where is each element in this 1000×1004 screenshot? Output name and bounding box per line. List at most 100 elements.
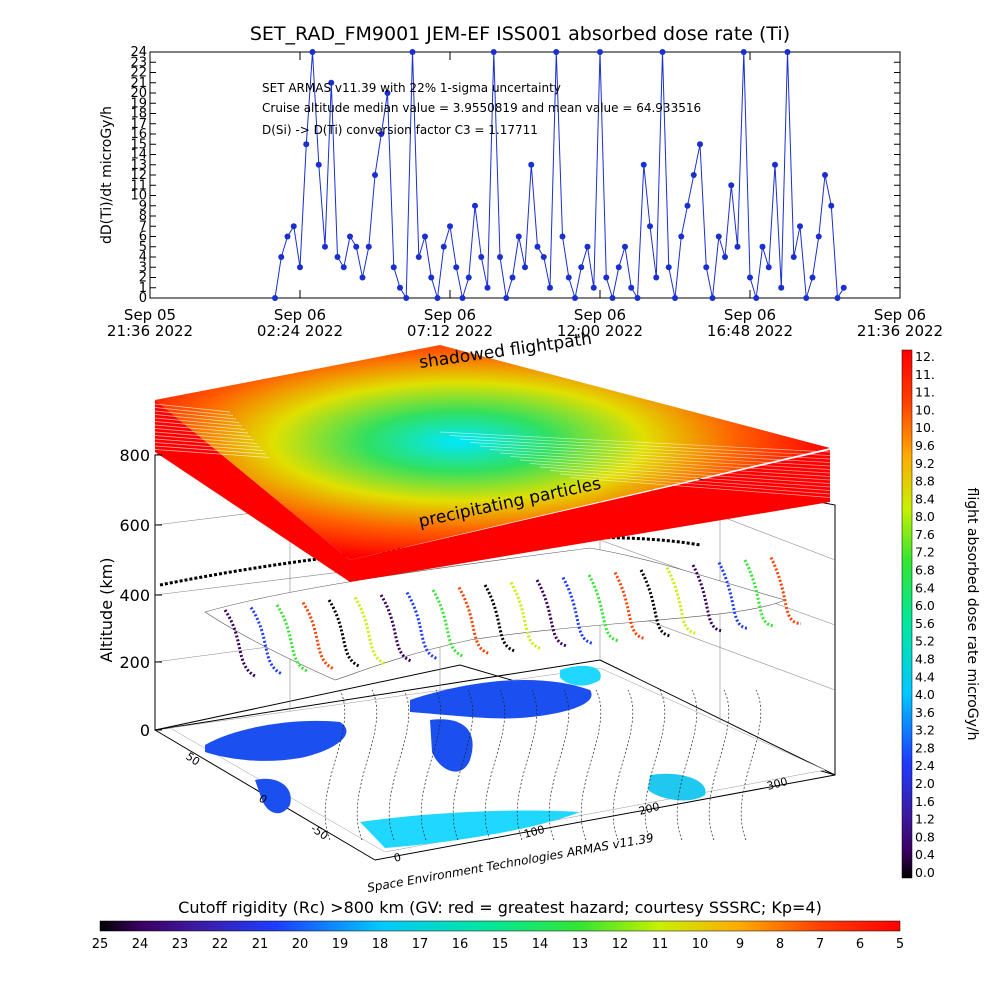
flight-path-band [275, 604, 308, 673]
colorbar-bottom-tick-label: 8 [776, 937, 784, 952]
data-point [834, 295, 841, 301]
flight-path-ribbon [159, 536, 802, 681]
data-point [422, 233, 428, 240]
y-tick-label: 23 [130, 55, 147, 70]
longitude-tick-label: 300 [765, 775, 789, 793]
flight-path-band [743, 559, 776, 628]
data-point [822, 172, 828, 178]
ground-track-line [356, 689, 378, 841]
data-point [365, 243, 372, 250]
data-point [784, 49, 791, 55]
colorbar-bottom-tick-label: 14 [532, 937, 549, 952]
data-point [384, 90, 391, 96]
data-point [409, 49, 416, 55]
altitude-tick-label: 600 [119, 516, 150, 535]
y-tick-label: 17 [130, 117, 147, 132]
data-point [622, 243, 628, 250]
ground-track-line [708, 689, 730, 841]
flight-path-band [613, 571, 646, 640]
latitude-tick-label: 50 [183, 750, 202, 769]
y-tick-label: 20 [130, 86, 147, 101]
data-point [572, 295, 578, 301]
slab-side-left [155, 400, 350, 582]
ground-track-line [452, 689, 474, 841]
colorbar-right-tick-label: 7.6 [915, 527, 935, 542]
x-tick-label-line2: 21:36 2022 [107, 322, 193, 340]
x-tick-label-line1: Sep 06 [574, 306, 626, 324]
longitude-tick-label: 100 [522, 823, 546, 841]
x-tick-label-line1: Sep 06 [874, 306, 926, 324]
slab-stripe [154, 421, 246, 430]
data-point [284, 233, 291, 240]
slab-stripe [469, 442, 831, 463]
slab-stripe [489, 449, 831, 470]
y-tick-label: 3 [139, 260, 147, 275]
y-tick-label: 18 [130, 107, 147, 122]
y-tick-label: 6 [139, 230, 147, 245]
ground-track-line [324, 689, 346, 841]
data-point [447, 223, 453, 230]
precipitating-slab: shadowed flightpath precipitating partic… [154, 329, 831, 582]
colorbar-right-tick-label: 0.8 [915, 829, 935, 844]
data-point [709, 295, 716, 301]
colorbar-right-tick-label: 1.6 [915, 794, 935, 809]
ground-track-line [644, 689, 666, 841]
colorbar-right-tick-label: 6.4 [915, 580, 935, 595]
ground-track-line [420, 689, 442, 841]
flight-path-bands [223, 556, 802, 678]
slab-stripe [154, 414, 240, 423]
flight-path-band [691, 564, 724, 633]
flight-path-band [769, 556, 802, 625]
annotation-2: Cruise altitude median value = 3.9550819… [262, 101, 701, 115]
data-point [378, 131, 385, 137]
dose-rate-series [272, 49, 847, 301]
data-point [753, 295, 760, 301]
ground-track-line [676, 689, 698, 841]
ground-track-line [548, 689, 570, 841]
data-point [803, 295, 810, 301]
slab-stripe [439, 431, 831, 453]
data-point [540, 254, 547, 260]
longitude-tick-label: 200 [637, 800, 661, 818]
slab-stripe [154, 407, 234, 416]
data-point [840, 284, 847, 291]
colorbar-right-tick-label: 6.8 [915, 563, 935, 578]
x-tick-label-line2: 02:24 2022 [257, 322, 343, 340]
flight-path-band [483, 584, 516, 653]
plot-3d: shadowed flightpath precipitating partic… [97, 329, 836, 895]
data-point [828, 202, 835, 209]
data-point [597, 49, 603, 55]
colorbar-bottom-tick-label: 10 [692, 937, 709, 952]
latitude-tick-label: -50 [308, 822, 330, 843]
data-point [315, 161, 322, 168]
y-tick-label: 4 [139, 250, 147, 265]
data-point [715, 233, 722, 240]
colorbar-bottom-tick-label: 20 [292, 937, 309, 952]
altitude-tick-label: 400 [119, 586, 150, 605]
colorbar-bottom-tick-label: 13 [572, 937, 589, 952]
y-tick-label: 22 [130, 66, 147, 81]
colorbar-bottom-tick-label: 17 [412, 937, 429, 952]
colorbar-bottom-tick-label: 18 [372, 937, 389, 952]
slab-stripe [154, 431, 255, 441]
slab-stripe [549, 470, 831, 491]
data-point [640, 161, 647, 168]
data-point [328, 79, 335, 86]
flight-path-band [509, 581, 542, 650]
ground-track-line [484, 689, 506, 841]
data-point [590, 284, 597, 291]
world-map [169, 665, 826, 853]
data-point [465, 274, 472, 281]
data-point [697, 141, 703, 148]
data-point [372, 172, 378, 178]
data-point [703, 264, 710, 271]
altitude-tick-label: 0 [140, 721, 150, 740]
data-point [815, 233, 822, 240]
data-point [747, 274, 753, 281]
colorbar-right-tick-label: 3.2 [915, 723, 935, 738]
slab-shading-stripes [154, 403, 831, 498]
data-point [453, 264, 460, 271]
map-land-greenland [560, 665, 601, 686]
slab-stripe [569, 477, 831, 498]
data-point [615, 264, 622, 271]
